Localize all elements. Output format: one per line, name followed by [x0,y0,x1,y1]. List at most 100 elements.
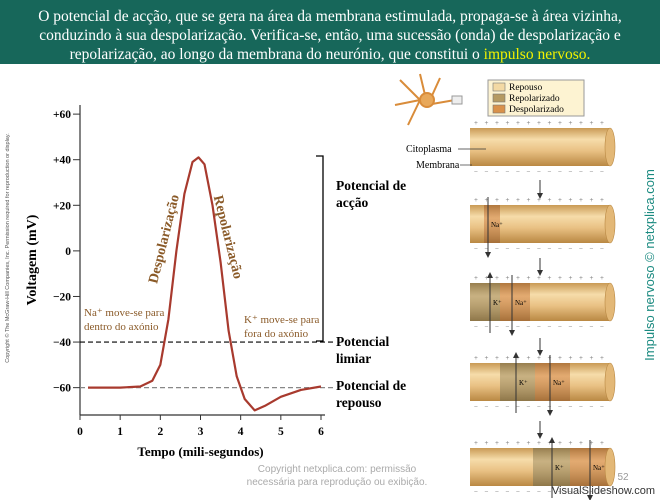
charge-sign: − [474,323,478,331]
charge-sign: + [516,196,520,204]
charge-sign: − [516,488,520,496]
charge-sign: − [558,403,562,411]
axon-band-shade [470,283,500,321]
charge-sign: − [495,168,499,176]
axon-end [604,127,616,167]
charge-sign: + [474,119,478,127]
charge-sign: + [506,439,510,447]
potential-label: Potencial de [336,178,406,193]
charge-sign: + [537,354,541,362]
charge-sign: − [569,323,573,331]
charge-sign: + [579,196,583,204]
charge-sign: − [590,168,594,176]
charge-sign: − [527,488,531,496]
charge-sign: + [516,274,520,282]
charge-sign: + [569,119,573,127]
side-text: Impulso nervoso © netxplica.com [642,169,657,361]
header-line: repolarização, ao longo da membrana do n… [70,46,591,63]
axon-end [604,204,616,244]
ion-label: K⁺ [519,379,528,387]
charge-sign: − [548,168,552,176]
charge-sign: + [506,274,510,282]
potential-label: acção [336,195,368,210]
charge-sign: − [600,488,604,496]
chart: +60 +40 +20 0 −20 −40 −60 0 1 2 3 4 5 6 Voltagem (mV) T… [25,105,406,459]
ion-label: Na⁺ [553,379,565,387]
charge-sign: + [527,354,531,362]
charge-sign: + [495,274,499,282]
axon-end [604,447,616,487]
legend-swatch [492,104,506,114]
charge-sign: − [569,488,573,496]
y-tick-label: 0 [65,246,71,258]
charge-sign: + [527,274,531,282]
charge-sign: − [569,168,573,176]
charge-sign: − [474,245,478,253]
charge-sign: − [537,245,541,253]
charge-sign: + [527,196,531,204]
charge-sign: + [506,119,510,127]
charge-sign: − [600,323,604,331]
charge-sign: + [485,119,489,127]
charge-sign: + [600,274,604,282]
charge-sign: + [537,196,541,204]
charge-sign: − [485,488,489,496]
membrane-label: Citoplasma [406,144,452,155]
charge-sign: − [558,488,562,496]
charge-sign: + [495,354,499,362]
brand: VisualSlideshow.com [552,485,655,497]
potential-label: Potencial de [336,378,406,393]
charge-sign: − [558,245,562,253]
page-number: 52 [617,472,629,483]
charge-sign: + [474,439,478,447]
y-axis-label: Voltagem (mV) [25,214,40,305]
ion-label: K⁺ [555,464,564,472]
charge-sign: − [600,168,604,176]
x-axis-label: Tempo (mili-segundos) [137,444,263,459]
charge-sign: − [485,168,489,176]
charge-sign: + [558,119,562,127]
charge-sign: + [548,196,552,204]
charge-sign: + [558,439,562,447]
x-tick-label: 2 [157,426,163,438]
charge-sign: + [506,196,510,204]
watermark: Copyright netxplica.com: permissão neces… [247,464,428,488]
ion-label: Na⁺ [491,221,503,229]
legend-label: Repouso [509,83,543,93]
charge-sign: + [506,354,510,362]
charge-sign: + [485,439,489,447]
x-tick-label: 0 [77,426,83,438]
charge-sign: − [537,403,541,411]
charge-sign: + [548,439,552,447]
charge-sign: − [569,245,573,253]
header-line: conduzindo à sua despolarização. Verific… [39,27,621,44]
charge-sign: + [558,274,562,282]
header: O potencial de acção, que se gera na áre… [38,8,622,63]
charge-sign: − [495,488,499,496]
charge-sign: + [516,354,520,362]
header-banner [0,0,660,64]
y-tick-label: +60 [53,109,71,121]
header-line: O potencial de acção, que se gera na áre… [38,8,622,25]
charge-sign: + [485,274,489,282]
charge-sign: + [548,119,552,127]
y-tick-label: +40 [53,155,71,167]
ion-label: K⁺ [493,299,502,307]
membrane-label: Membrana [416,160,460,171]
charge-sign: − [579,403,583,411]
charge-sign: − [506,168,510,176]
charge-sign: + [548,274,552,282]
k-annotation: fora do axónio [244,328,309,340]
charge-sign: + [558,354,562,362]
axon-band-shade [535,363,570,401]
charge-sign: − [506,488,510,496]
legend-label: Repolarizado [509,94,560,104]
charge-sign: − [516,168,520,176]
x-tick-label: 5 [278,426,284,438]
charge-sign: − [516,245,520,253]
charge-sign: + [474,354,478,362]
charge-sign: + [537,439,541,447]
x-tick-label: 6 [318,426,324,438]
